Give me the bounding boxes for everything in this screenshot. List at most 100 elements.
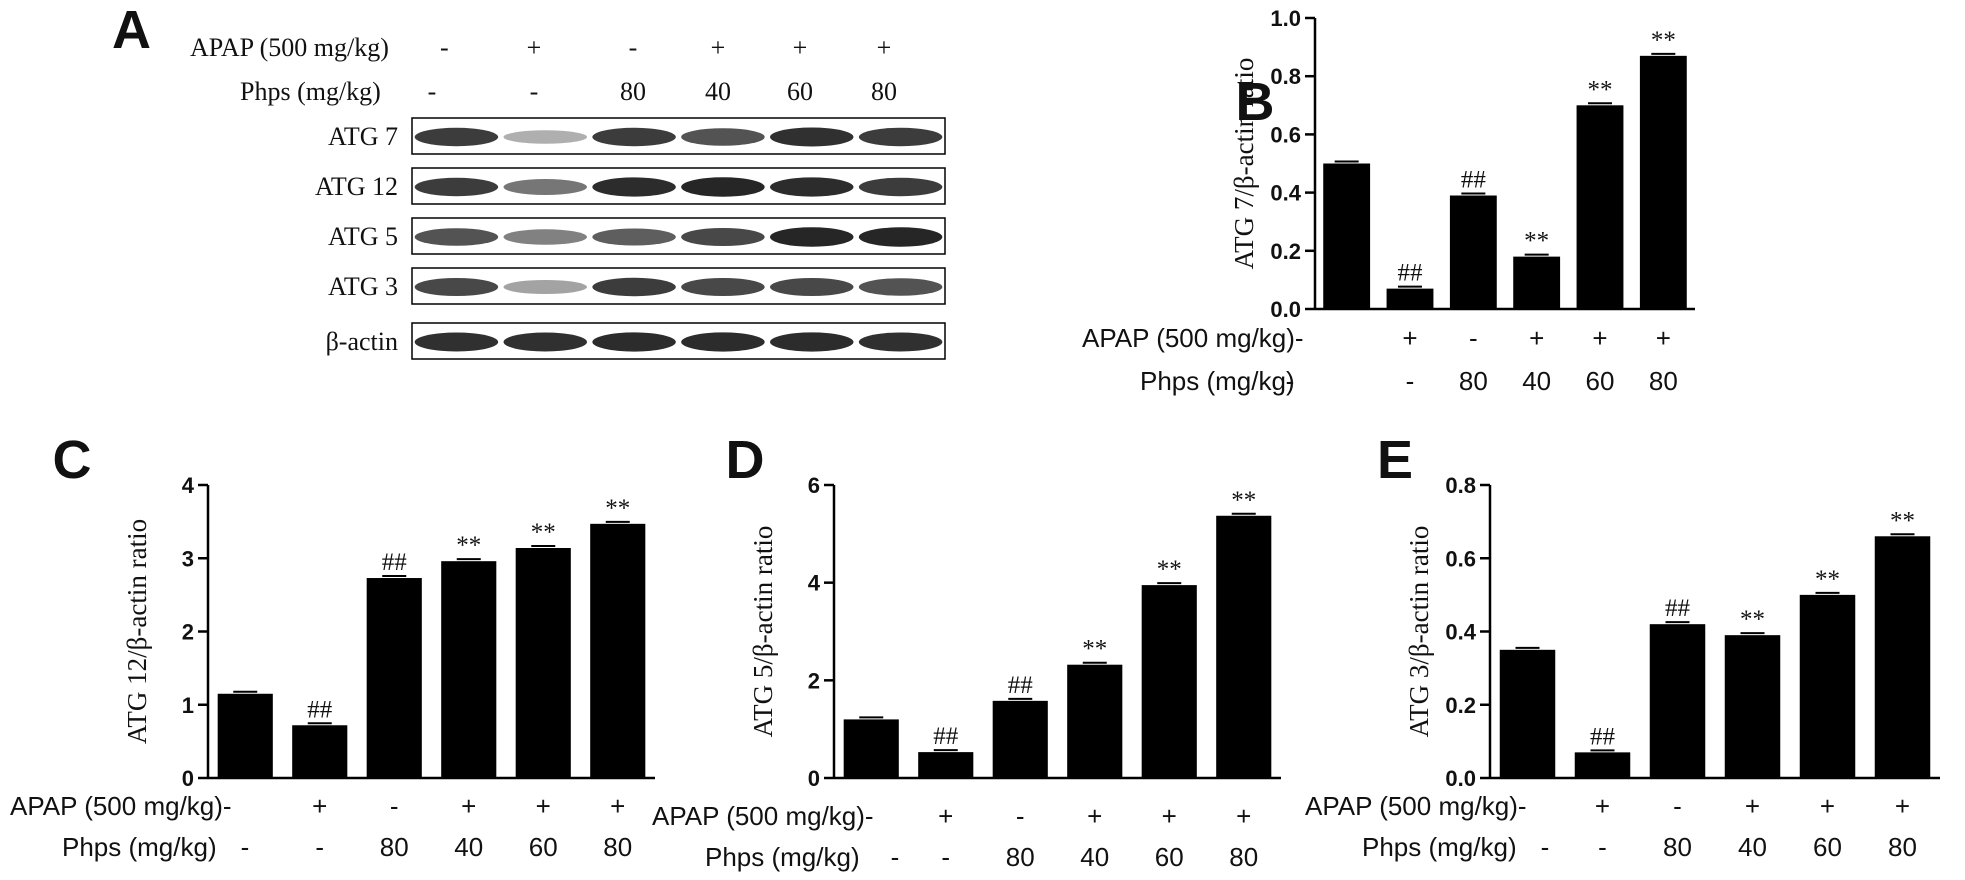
bar [590,523,646,778]
blot-apap-value: - [629,33,638,62]
chart-panel-e: E ATG 3/β-actin ratio 0.0 0.2 0.4 0.6 0.8 - ## + -… [1305,430,1940,862]
blot-apap-value: + [527,33,542,62]
blot-band [414,177,499,197]
bar [515,547,571,778]
significance-label: ** [1815,566,1840,593]
apap-value: - [1518,791,1527,821]
phps-value: 60 [1813,832,1842,862]
phps-value: - [315,832,324,862]
blot-band [414,127,499,147]
blot-band [769,227,854,247]
phps-value: 80 [1229,842,1258,872]
phps-label: Phps (mg/kg) [705,842,860,872]
blot-phps-value: 80 [620,77,646,106]
blot-band [681,128,765,146]
apap-value: + [610,791,625,821]
phps-value: - [1541,832,1550,862]
y-tick-label: 6 [808,473,820,498]
blot-phps-value: - [530,77,539,106]
blot-band [858,127,943,147]
significance-label: ** [531,519,556,546]
apap-value: + [938,801,953,831]
panel-letter: B [1236,72,1275,132]
apap-value: + [1087,801,1102,831]
apap-value: - [1673,791,1682,821]
bar [1649,624,1706,778]
y-tick-label: 0 [808,766,820,791]
apap-label-text: APAP (500 mg/kg) [1082,323,1295,353]
blot-band [503,229,588,245]
phps-value: 80 [1459,366,1488,396]
bar [1323,163,1371,309]
y-tick-label: 0.2 [1445,693,1476,718]
y-tick-label: 0.0 [1445,766,1476,791]
y-tick-label: 1.0 [1270,6,1301,31]
apap-value: + [1236,801,1251,831]
blot-band [769,127,854,147]
blot-apap-value: + [877,33,892,62]
apap-value: + [1402,323,1417,353]
phps-value: 80 [1649,366,1678,396]
blot-band [503,332,588,352]
significance-label: ## [933,723,959,750]
phps-value: 40 [1522,366,1551,396]
blot-apap-value: + [711,33,726,62]
blot-phps-value: 40 [705,77,731,106]
y-tick-label: 3 [182,546,194,571]
blot-band [769,278,854,296]
significance-label: ## [307,696,333,723]
blot-row-label: ATG 5 [328,222,398,251]
blot-band [858,177,943,197]
blot-band [681,228,765,246]
blot-row-frame [411,167,946,205]
y-axis-label: ATG 7/β-actin ratio [1229,58,1259,270]
bar [1724,635,1781,778]
apap-label: APAP (500 mg/kg)- [652,801,874,831]
blot-band [592,177,676,197]
y-tick-label: 0.6 [1445,546,1476,571]
phps-label: Phps (mg/kg) [1362,832,1517,862]
y-axis-label: ATG 3/β-actin ratio [1404,526,1434,738]
significance-label: ** [1588,76,1613,103]
bar [1799,594,1856,778]
apap-value: - [1295,323,1304,353]
phps-value: 60 [1586,366,1615,396]
blot-band [503,179,588,195]
significance-label: ** [1890,507,1915,534]
blot-row-frame [411,267,946,305]
chart-panel-c: C ATG 12/β-actin ratio 0 1 2 3 4 - ## + - ## - 80 ** +4… [10,430,655,862]
phps-value: 80 [380,832,409,862]
blot-apap-value: + [793,33,808,62]
bar [1216,515,1272,778]
blot-band [858,332,943,352]
bar [1513,256,1561,309]
bar [1639,55,1687,309]
blot-row-frame [411,322,946,360]
apap-value: + [461,791,476,821]
apap-value: + [1592,323,1607,353]
blot-band [858,227,943,247]
bar [292,725,348,778]
phps-value: - [941,842,950,872]
significance-label: ## [1665,595,1691,622]
blot-band [858,278,943,296]
blot-band [414,278,499,296]
blot-band [592,127,676,147]
panel-letter-a: A [112,0,151,60]
bar [1576,105,1624,309]
blot-band [414,332,499,352]
phps-label: Phps (mg/kg) [1140,366,1295,396]
apap-value: + [312,791,327,821]
significance-label: ## [382,549,408,576]
blot-band [503,280,588,294]
apap-value: + [1820,791,1835,821]
significance-label: ** [605,495,630,522]
significance-label: ## [1590,723,1616,750]
blot-band [681,177,765,197]
significance-label: ## [1398,260,1424,287]
y-tick-label: 1 [182,693,194,718]
significance-label: ** [1740,606,1765,633]
apap-value: + [1595,791,1610,821]
apap-value: + [1529,323,1544,353]
